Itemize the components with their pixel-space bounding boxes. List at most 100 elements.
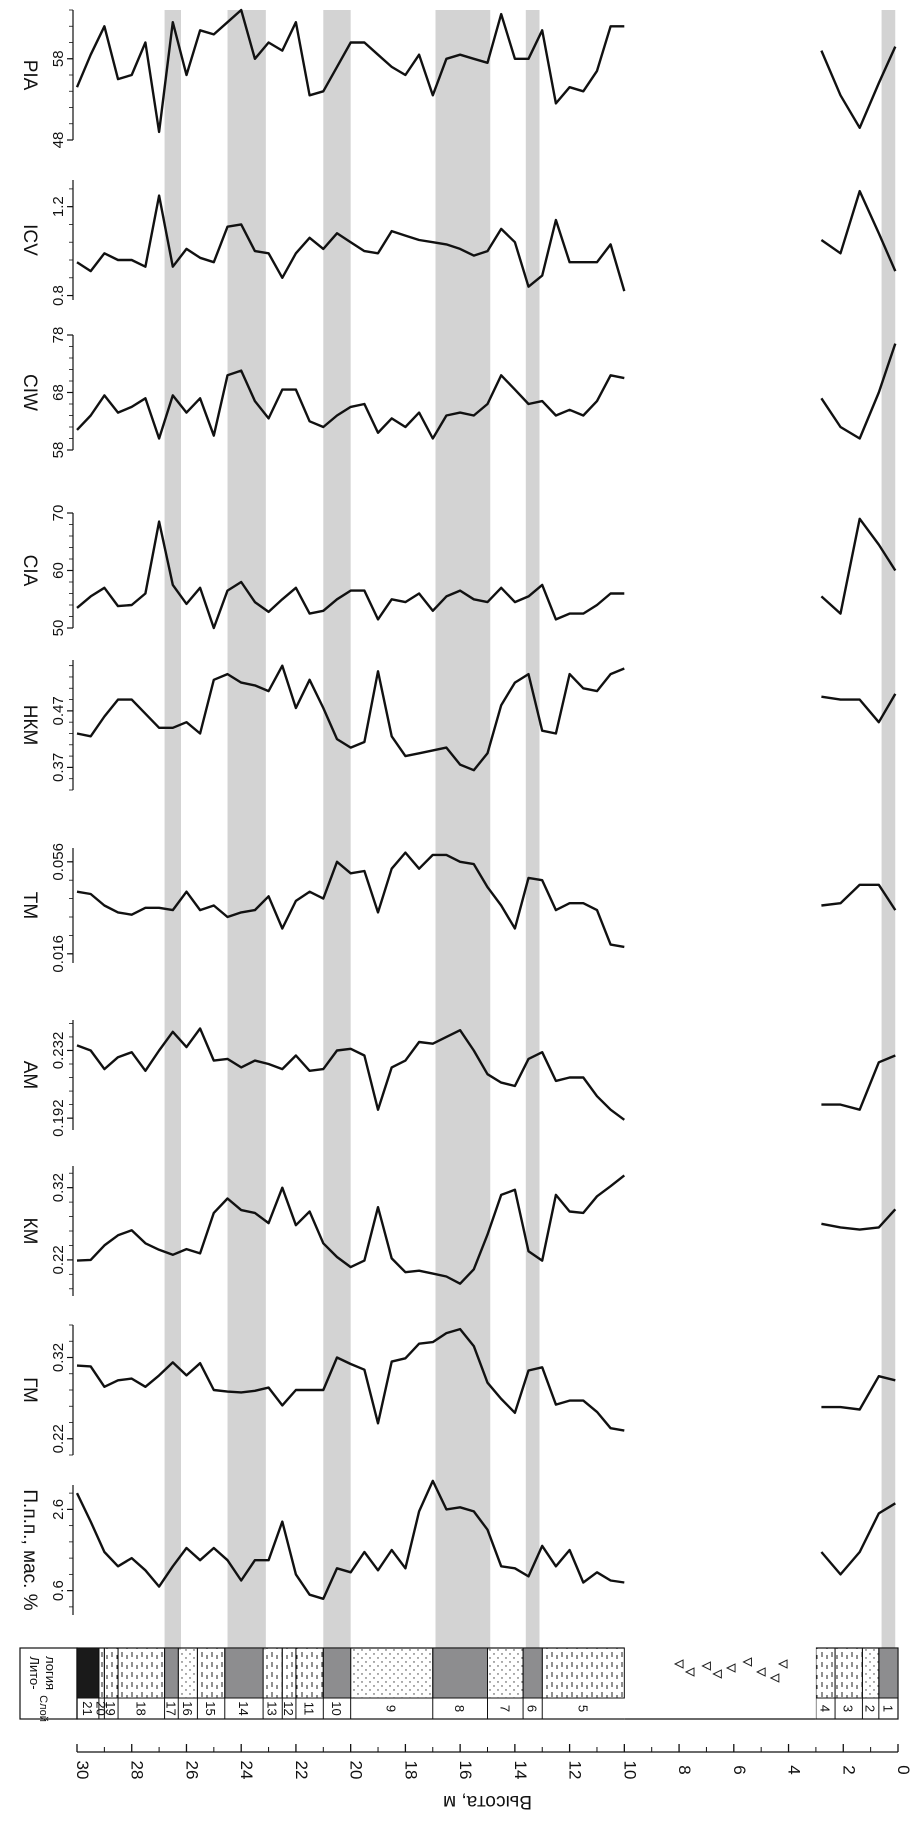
litho-layer-18 [117, 1647, 166, 1699]
panel-label-0: П.п.п., мас. % [19, 1489, 40, 1610]
panel-tick-label-2-1: 0.32 [50, 1173, 67, 1202]
series-line-9-0 [75, 8, 625, 134]
series-line-8-0 [76, 194, 626, 292]
height-tick-label-8: 16 [456, 1761, 475, 1780]
panel-tick-label-7-1: 68 [50, 384, 67, 401]
panel-1: 0.22 0.32 ГМ [19, 1324, 896, 1456]
panel-8: 0.8 1.2 ICV [19, 180, 897, 306]
series-line-2-1 [821, 1208, 897, 1231]
layer-number-15: 15 [203, 1701, 218, 1715]
panel-label-8: ICV [19, 224, 40, 256]
layer-number-2: 3 [841, 1705, 856, 1712]
panel-5: 0.37 0.47 НКМ [19, 660, 897, 791]
panel-tick-label-1-0: 0.22 [50, 1424, 67, 1453]
panel-label-9: PIA [19, 60, 40, 91]
series-line-6-1 [820, 517, 897, 615]
rubble-symbol-7 [769, 1673, 780, 1683]
panel-tick-label-0-1: 2.6 [50, 1499, 67, 1520]
litho-layer-12 [281, 1647, 297, 1699]
layer-number-17: 17 [163, 1701, 178, 1715]
layer-number-8: 8 [452, 1705, 467, 1712]
panel-tick-label-3-1: 0.232 [50, 1032, 67, 1070]
panel-4: 0.016 0.056 ТМ [19, 843, 897, 973]
height-tick-label-7: 14 [511, 1761, 530, 1780]
height-tick-label-12: 24 [237, 1761, 256, 1780]
height-tick-label-2: 4 [785, 1765, 804, 1774]
panel-label-7: CIW [19, 374, 40, 411]
series-line-0-1 [820, 1502, 896, 1576]
litho-layer-7 [487, 1647, 524, 1699]
layer-number-13: 13 [265, 1701, 280, 1715]
litho-header-line-0: Лито- [27, 1656, 42, 1689]
highlight-band-1 [525, 10, 540, 1650]
litho-header-line-1: логия [43, 1656, 58, 1690]
panel-label-6: CIA [19, 555, 40, 587]
panel-0: 0.6 2.6 П.п.п., мас. % [19, 1479, 896, 1615]
height-axis-label: Высота, м [443, 1791, 532, 1812]
litho-layer-2 [834, 1647, 863, 1699]
rubble-symbol-1 [684, 1667, 695, 1677]
layer-number-3: 4 [817, 1705, 832, 1712]
panel-label-2: КМ [19, 1218, 40, 1245]
height-tick-label-3: 6 [730, 1765, 749, 1774]
litho-header-frame [19, 1647, 78, 1720]
highlight-band-2 [435, 10, 491, 1650]
highlight-bands [164, 10, 896, 1650]
series-line-8-1 [820, 189, 897, 272]
panel-tick-label-9-1: 58 [50, 50, 67, 67]
proxy-panels: 0.6 2.6 П.п.п., мас. % 0.22 0.32 ГМ 0.22 0.32 КМ… [19, 8, 897, 1615]
panel-tick-label-3-0: 0.192 [50, 1099, 67, 1137]
highlight-band-5 [164, 10, 181, 1650]
layer-number-18: 18 [133, 1701, 148, 1715]
litho-layer-5 [541, 1647, 625, 1699]
series-line-4-0 [76, 851, 625, 949]
panel-tick-label-4-1: 0.056 [50, 843, 67, 881]
panel-tick-label-7-2: 78 [50, 327, 67, 344]
height-tick-label-6: 12 [566, 1761, 585, 1780]
litho-layer-10 [322, 1647, 352, 1699]
height-tick-label-15: 30 [73, 1761, 92, 1780]
panel-6: 50 60 70 CIA [19, 505, 897, 636]
panel-tick-label-2-0: 0.22 [50, 1245, 67, 1274]
panel-tick-label-0-0: 0.6 [50, 1580, 67, 1601]
layer-number-9: 9 [384, 1705, 399, 1712]
rubble-symbol-0 [673, 1659, 684, 1669]
litho-layer-15 [196, 1647, 226, 1699]
panel-tick-label-6-2: 70 [50, 505, 67, 522]
panel-7: 58 68 78 CIW [19, 327, 897, 458]
layer-number-0: 1 [880, 1705, 895, 1712]
panel-tick-label-8-1: 1.2 [50, 196, 67, 217]
litho-layer-17 [164, 1647, 179, 1699]
layer-number-14: 14 [236, 1701, 251, 1715]
series-line-2-0 [76, 1174, 626, 1285]
series-line-4-1 [821, 883, 897, 911]
panel-tick-label-5-0: 0.37 [50, 753, 67, 782]
height-tick-label-14: 28 [128, 1761, 147, 1780]
litho-header-layer: Слой [37, 1695, 49, 1722]
height-tick-label-0: 0 [894, 1765, 913, 1774]
series-line-1-1 [821, 1374, 896, 1411]
panel-9: 48 58 PIA [19, 8, 897, 148]
series-line-5-1 [821, 693, 897, 724]
series-line-3-0 [76, 1027, 626, 1121]
series-line-0-0 [75, 1479, 625, 1601]
rubble-symbol-3 [712, 1669, 722, 1679]
layer-number-12: 12 [281, 1701, 296, 1715]
rubble-symbol-6 [756, 1667, 766, 1677]
series-line-7-1 [820, 343, 897, 440]
litho-layer-11 [295, 1647, 324, 1699]
litho-layer-8 [432, 1647, 488, 1699]
height-tick-label-1: 2 [839, 1765, 858, 1774]
layer-number-1: 2 [863, 1705, 878, 1712]
panel-tick-label-4-0: 0.016 [50, 935, 67, 973]
height-tick-label-5: 10 [620, 1761, 639, 1780]
rubble-symbol-4 [725, 1663, 736, 1673]
panel-2: 0.22 0.32 КМ [19, 1166, 897, 1296]
litho-layer-3 [815, 1647, 836, 1699]
litho-layer-1 [861, 1647, 880, 1699]
layer-number-21: 21 [80, 1701, 95, 1715]
layer-number-16: 16 [180, 1701, 195, 1715]
panel-label-5: НКМ [19, 705, 40, 746]
highlight-band-0 [881, 10, 896, 1650]
